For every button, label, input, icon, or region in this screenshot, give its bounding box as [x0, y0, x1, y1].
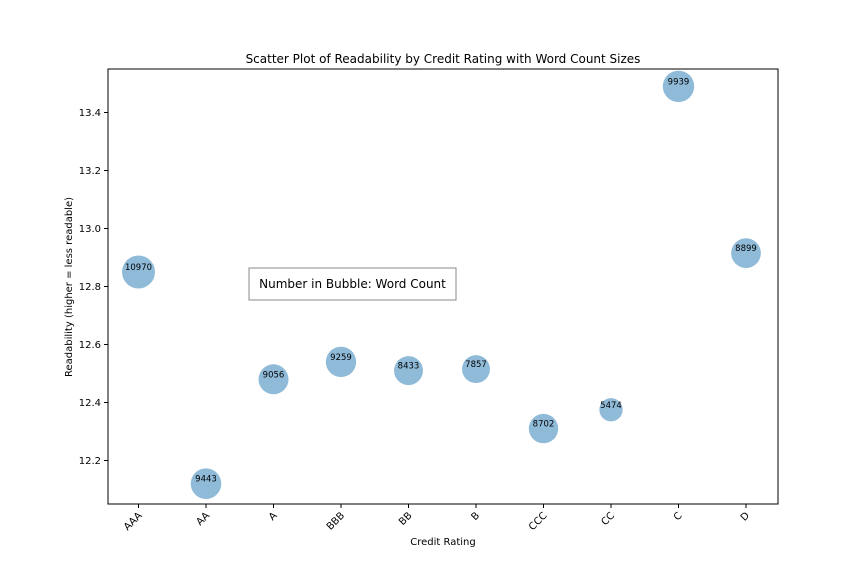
- x-tick-label: AAA: [122, 510, 145, 533]
- x-tick-label: C: [672, 510, 685, 523]
- bubble-cc: [599, 398, 623, 422]
- bubble-label: 9443: [195, 475, 217, 485]
- bubble-b: [462, 355, 490, 384]
- x-tick-label: D: [739, 510, 752, 523]
- bubble-label: 8702: [533, 420, 555, 430]
- bubble-label: 10970: [125, 263, 152, 273]
- x-tick-label: B: [469, 510, 482, 523]
- y-tick-label: 12.8: [79, 282, 101, 293]
- bubble-label: 8433: [398, 362, 420, 372]
- x-axis-label: Credit Rating: [410, 537, 476, 548]
- bubble-aa: [190, 468, 222, 500]
- x-tick-label: CCC: [527, 510, 550, 533]
- y-tick-label: 13.2: [79, 166, 101, 177]
- y-axis: 12.2 12.4 12.6 12.8 13.0 13.2 13.4: [79, 108, 108, 467]
- x-axis: AAA AA A BBB BB B CCC CC C D: [122, 504, 752, 533]
- bubble-a: [258, 364, 289, 395]
- x-tick-label: A: [267, 510, 280, 523]
- annotation-frame: [248, 267, 457, 301]
- x-tick-label: CC: [599, 510, 617, 528]
- bubble-label: 8899: [735, 244, 757, 254]
- bubble-bbb: [325, 346, 357, 378]
- chart-title: Scatter Plot of Readability by Credit Ra…: [246, 52, 641, 66]
- y-tick-label: 12.6: [79, 340, 101, 351]
- x-tick-label: AA: [194, 510, 212, 528]
- bubble-label: 9056: [263, 370, 285, 380]
- bubble-bb: [394, 356, 423, 386]
- annotation-text: Number in Bubble: Word Count: [259, 277, 446, 291]
- bubble-label: 9259: [330, 353, 352, 363]
- bubble-c: [662, 70, 695, 103]
- bubble-label: 9939: [668, 77, 690, 87]
- y-axis-label: Readability (higher = less readable): [64, 197, 75, 377]
- y-tick-label: 13.0: [79, 224, 101, 235]
- x-tick-label: BBB: [325, 510, 347, 532]
- plot-area: 10970 9443 9056 9259 8433 7857 8702 5474 9939 889…: [122, 70, 761, 500]
- y-tick-label: 12.4: [79, 398, 101, 409]
- bubble-label: 7857: [465, 360, 487, 370]
- bubble-label: 5474: [600, 401, 622, 411]
- bubble-ccc: [528, 413, 559, 444]
- y-tick-label: 13.4: [79, 108, 101, 119]
- bubble-aaa: [122, 255, 155, 289]
- x-tick-label: BB: [397, 510, 415, 528]
- annotation-box: Number in Bubble: Word Count: [248, 267, 457, 301]
- bubble-d: [731, 238, 761, 269]
- y-tick-label: 12.2: [79, 456, 101, 467]
